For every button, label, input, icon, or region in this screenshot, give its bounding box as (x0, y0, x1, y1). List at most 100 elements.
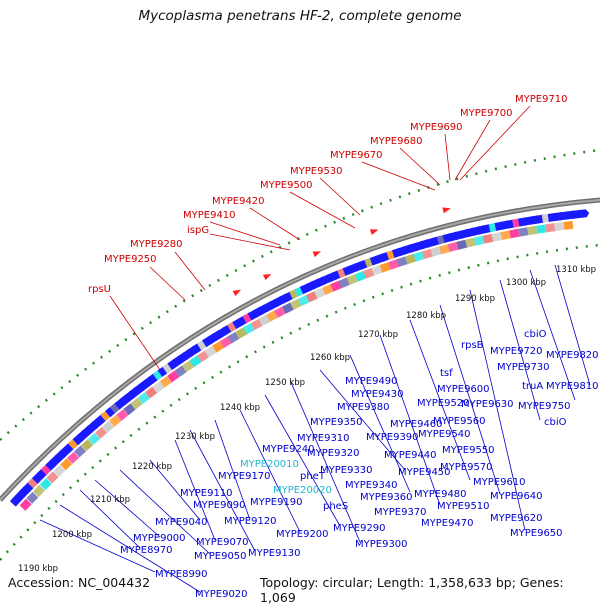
gene-track (9, 207, 590, 511)
gene-label: MYPE9540 (418, 429, 471, 440)
inner-labels: MYPE8990 MYPE9020 MYPE8970 MYPE9000 MYPE… (120, 329, 599, 600)
leader-line (174, 439, 216, 541)
gene-label: MYPE9110 (180, 488, 233, 499)
gene-label: MYPE9640 (490, 491, 543, 502)
leader-line (361, 161, 436, 191)
gene-label: MYPE9360 (360, 492, 413, 503)
gene-block (518, 227, 529, 237)
gene-block (88, 432, 101, 445)
gene-label: MYPE9050 (194, 551, 247, 562)
gene-label: cbiO (524, 329, 547, 340)
gene-label: MYPE9310 (297, 433, 350, 444)
leader-line (149, 266, 186, 301)
gene-label: MYPE9390 (366, 432, 419, 443)
gene-label: MYPE9620 (490, 513, 543, 524)
gene-label: MYPE9370 (374, 507, 427, 518)
gene-block (563, 220, 574, 230)
gene-label: MYPE20010 (240, 459, 299, 470)
gene-block (145, 386, 158, 399)
gene-label: MYPE9440 (384, 450, 437, 461)
leader-line (529, 269, 576, 401)
leader-line (349, 354, 411, 493)
gene-label: MYPE9710 (515, 94, 568, 105)
gene-label: MYPE9410 (183, 210, 236, 221)
gene-block (447, 241, 459, 252)
gene-block (363, 267, 375, 279)
gene-block (298, 294, 310, 307)
leader-line (209, 221, 281, 246)
gene-block (39, 478, 52, 491)
gene-block (130, 397, 143, 410)
gene-label: MYPE9000 (133, 533, 186, 544)
ring-dots (0, 148, 600, 561)
gene-label: MYPE9350 (310, 417, 363, 428)
gene-block (116, 409, 129, 421)
leader-lines (39, 105, 591, 593)
gene-label: MYPE9420 (212, 196, 265, 207)
gene-label: MYPE9090 (193, 500, 246, 511)
leader-line (379, 334, 441, 506)
gene-label: MYPE9430 (351, 389, 404, 400)
gene-block (473, 235, 485, 246)
gene-block (219, 336, 232, 348)
gene-block (102, 420, 115, 433)
gene-block (430, 246, 442, 257)
gene-label: tsf (440, 368, 453, 379)
gene-block (545, 223, 556, 233)
gene-label: MYPE9690 (410, 122, 463, 133)
gene-label: MYPE9650 (510, 528, 563, 539)
leader-line (289, 379, 361, 543)
leader-line (319, 177, 361, 216)
gene-block (46, 471, 59, 484)
leader-line (459, 105, 531, 181)
tick-label: 1220 kbp (132, 462, 172, 472)
leader-line (79, 489, 141, 549)
gene-block (536, 224, 547, 234)
gene-label: MYPE9490 (345, 376, 398, 387)
outer-labels: rpsU MYPE9250 MYPE9280 MYPE9410 ispG MYP… (88, 94, 568, 295)
gene-block (482, 233, 494, 244)
gene-label: MYPE9380 (337, 402, 390, 413)
rna-gene-arrow (369, 229, 379, 235)
gene-block (19, 498, 32, 511)
gene-block (491, 232, 502, 242)
gene-block (212, 341, 225, 353)
gene-label: MYPE9520 (417, 398, 470, 409)
leader-line (439, 304, 501, 495)
leader-line (94, 479, 161, 538)
gene-arrow (577, 209, 590, 219)
gene-block (250, 318, 263, 331)
gene-block (137, 392, 150, 404)
gene-label: MYPE20020 (273, 485, 332, 496)
gene-block (554, 221, 565, 232)
tick-label: 1230 kbp (175, 432, 215, 442)
gene-block (174, 365, 187, 378)
leader-line (499, 279, 541, 421)
gene-label: MYPE9510 (437, 501, 490, 512)
gene-label: MYPE9560 (433, 416, 486, 427)
tick-label: 1310 kbp (556, 265, 596, 275)
rna-gene-arrow (232, 289, 242, 297)
leader-line (319, 369, 406, 471)
topology-text: Topology: circular; Length: 1,358,633 bp… (260, 575, 564, 605)
gene-block (439, 244, 450, 255)
gene-label: MYPE9550 (442, 445, 495, 456)
gene-block (197, 350, 209, 363)
gene-label: pheT (300, 471, 326, 482)
gene-block (330, 280, 342, 292)
gene-block (235, 327, 247, 339)
gene-block (81, 439, 94, 452)
gene-block (322, 284, 334, 296)
gene-block (456, 239, 468, 250)
gene-block (258, 314, 271, 326)
map-title: Mycoplasma penetrans HF-2, complete geno… (138, 8, 462, 24)
gene-block (396, 256, 408, 267)
gene-block (509, 228, 520, 239)
gene-block (67, 451, 80, 464)
gene-label: MYPE9340 (345, 480, 398, 491)
gene-label: MYPE9250 (104, 254, 157, 265)
gene-block (306, 291, 318, 303)
gene-label: MYPE9530 (290, 166, 343, 177)
leader-line (239, 409, 301, 533)
leader-line (174, 251, 206, 291)
